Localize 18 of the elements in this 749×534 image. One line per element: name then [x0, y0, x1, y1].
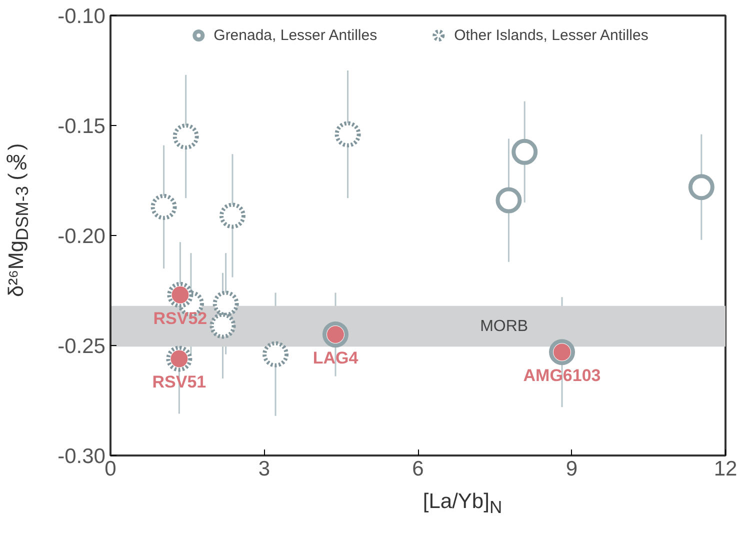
x-tick-label: 12	[714, 458, 738, 480]
annotation: AMG6103	[523, 366, 601, 386]
x-tick-label: 9	[566, 458, 578, 480]
y-tick-label: -0.15	[58, 115, 106, 138]
x-axis-title: [La/Yb]$_{N}$	[422, 490, 504, 518]
band-label: MORB	[480, 318, 528, 335]
annotation: RSV51	[152, 372, 206, 392]
x-tick-label: 6	[412, 458, 424, 480]
x-tick-label: 0	[104, 458, 116, 480]
x-tick-label: 3	[258, 458, 270, 480]
legend-label: Grenada, Lesser Antilles	[214, 26, 378, 44]
annotation: LAG4	[312, 348, 359, 368]
annotation: RSV52	[153, 308, 208, 328]
y-tick-label: -0.20	[58, 225, 106, 248]
y-tick-label: -0.10	[58, 5, 106, 28]
y-tick-label: -0.25	[58, 335, 106, 358]
y-tick-label: -0.30	[58, 445, 106, 468]
legend-label: Other Islands, Lesser Antilles	[454, 26, 648, 44]
